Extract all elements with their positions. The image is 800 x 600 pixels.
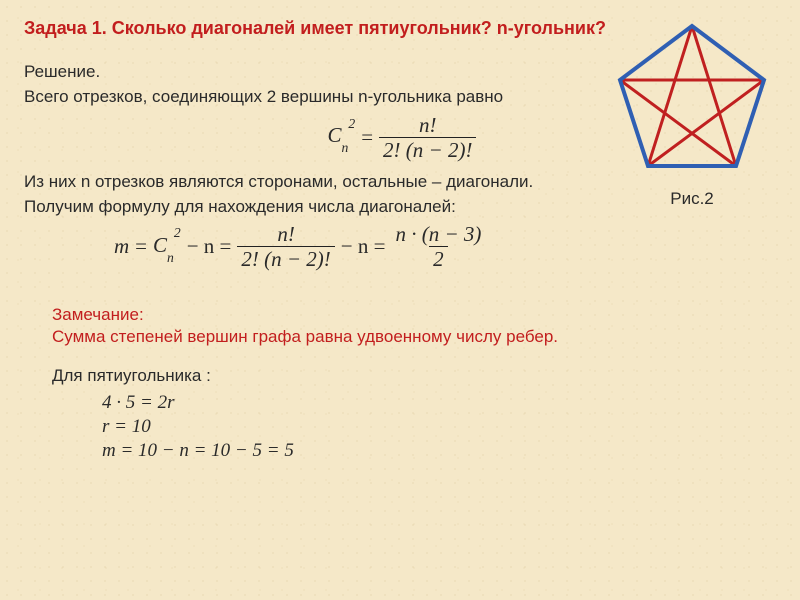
f2-c-sub: n [167,250,174,265]
calc-l1: 4 · 5 = 2r [102,392,174,414]
pentagon-icon [612,18,772,178]
for-pentagon: Для пятиугольника : [52,366,780,386]
f2-eq1: = [135,234,147,259]
f2-den1: 2! (n − 2)! [237,246,334,270]
remark-label: Замечание: [52,304,780,326]
f1-num: n! [415,114,441,137]
f2-num2: n · (n − 3) [391,223,485,246]
calc-l2: r = 10 [102,416,151,438]
f2-den2: 2 [429,246,448,270]
f2-mid: − n = [341,234,386,259]
f2-m: m [114,234,129,259]
calc-lines: 4 · 5 = 2r r = 10 m = 10 − n = 10 − 5 = … [102,392,780,462]
f1-sup: 2 [348,116,355,131]
f1-base: C [328,123,342,147]
f1-den: 2! (n − 2)! [379,137,476,161]
f1-sub: n [342,140,349,155]
calc-l3: m = 10 − n = 10 − 5 = 5 [102,440,294,462]
f2-c-sup: 2 [174,225,181,240]
f1-eq: = [361,125,373,150]
figure-caption: Рис.2 [612,189,772,209]
formula-2: m = Cn2 − n = n! 2! (n − 2)! − n = n · (… [114,223,780,270]
f2-minus-n: − n = [187,234,232,259]
f2-num1: n! [273,223,299,246]
f2-c-base: C [153,233,167,257]
remark-text: Сумма степеней вершин графа равна удвоен… [52,326,780,348]
figure-2: Рис.2 [612,18,772,209]
